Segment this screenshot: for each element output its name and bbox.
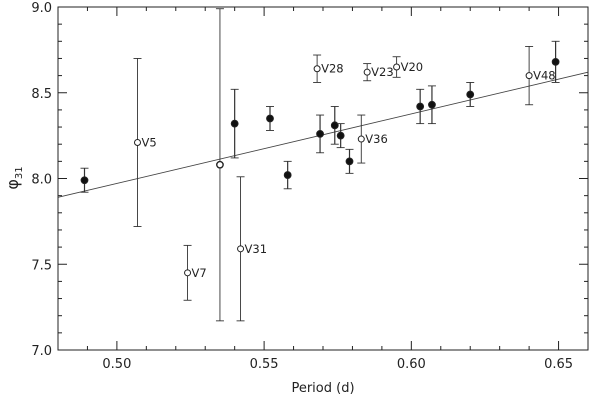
data-point-open bbox=[134, 138, 141, 146]
data-point-open bbox=[525, 72, 533, 80]
point-label: V36 bbox=[365, 132, 388, 146]
point-label: V7 bbox=[192, 266, 207, 280]
point-label: V31 bbox=[245, 242, 268, 256]
plot-marks: V5 V7 V31 V28 V36 V23 V20 V48 bbox=[57, 8, 589, 322]
data-point-open bbox=[357, 135, 365, 143]
data-point-open bbox=[184, 269, 192, 277]
point-label: V48 bbox=[533, 69, 556, 83]
data-point-open bbox=[216, 161, 224, 169]
point-label: V20 bbox=[401, 60, 424, 74]
data-point-filled bbox=[316, 130, 324, 138]
data-point-filled bbox=[266, 114, 274, 123]
y-tick-label: 7.0 bbox=[31, 344, 52, 359]
y-tick-label: 8.0 bbox=[31, 173, 52, 188]
data-point-filled bbox=[466, 90, 475, 99]
data-point-filled bbox=[80, 176, 89, 185]
data-point-open bbox=[363, 68, 371, 76]
x-tick-label: 0.55 bbox=[250, 357, 279, 372]
x-tick-label: 0.60 bbox=[397, 357, 426, 372]
data-point-filled bbox=[336, 131, 345, 140]
x-axis-label: Period (d) bbox=[291, 381, 354, 396]
data-point-filled bbox=[428, 100, 436, 109]
data-point-filled bbox=[230, 119, 239, 128]
y-tick-label: 7.5 bbox=[31, 258, 52, 273]
data-point-open bbox=[313, 65, 321, 73]
y-axis-symbol: φ bbox=[3, 179, 22, 190]
data-point-open bbox=[393, 63, 401, 71]
point-label: V23 bbox=[371, 65, 394, 79]
x-tick-label: 0.65 bbox=[544, 357, 573, 372]
axis-ticks: 0.50 0.55 0.60 0.65 7.0 7.5 8.0 8.5 9.0 bbox=[31, 1, 589, 372]
data-point-filled bbox=[345, 157, 354, 166]
data-point-filled bbox=[416, 102, 425, 111]
data-point-open bbox=[237, 245, 245, 253]
y-tick-label: 9.0 bbox=[31, 1, 52, 16]
point-label: V28 bbox=[321, 62, 344, 76]
data-point-filled bbox=[551, 57, 560, 66]
point-label: V5 bbox=[142, 135, 157, 149]
x-tick-label: 0.50 bbox=[102, 357, 131, 372]
y-tick-label: 8.5 bbox=[31, 87, 52, 102]
data-point-filled bbox=[330, 121, 339, 130]
y-axis-label: φ31 bbox=[3, 166, 25, 189]
y-axis-subscript: 31 bbox=[14, 166, 25, 179]
data-point-filled bbox=[283, 171, 292, 179]
